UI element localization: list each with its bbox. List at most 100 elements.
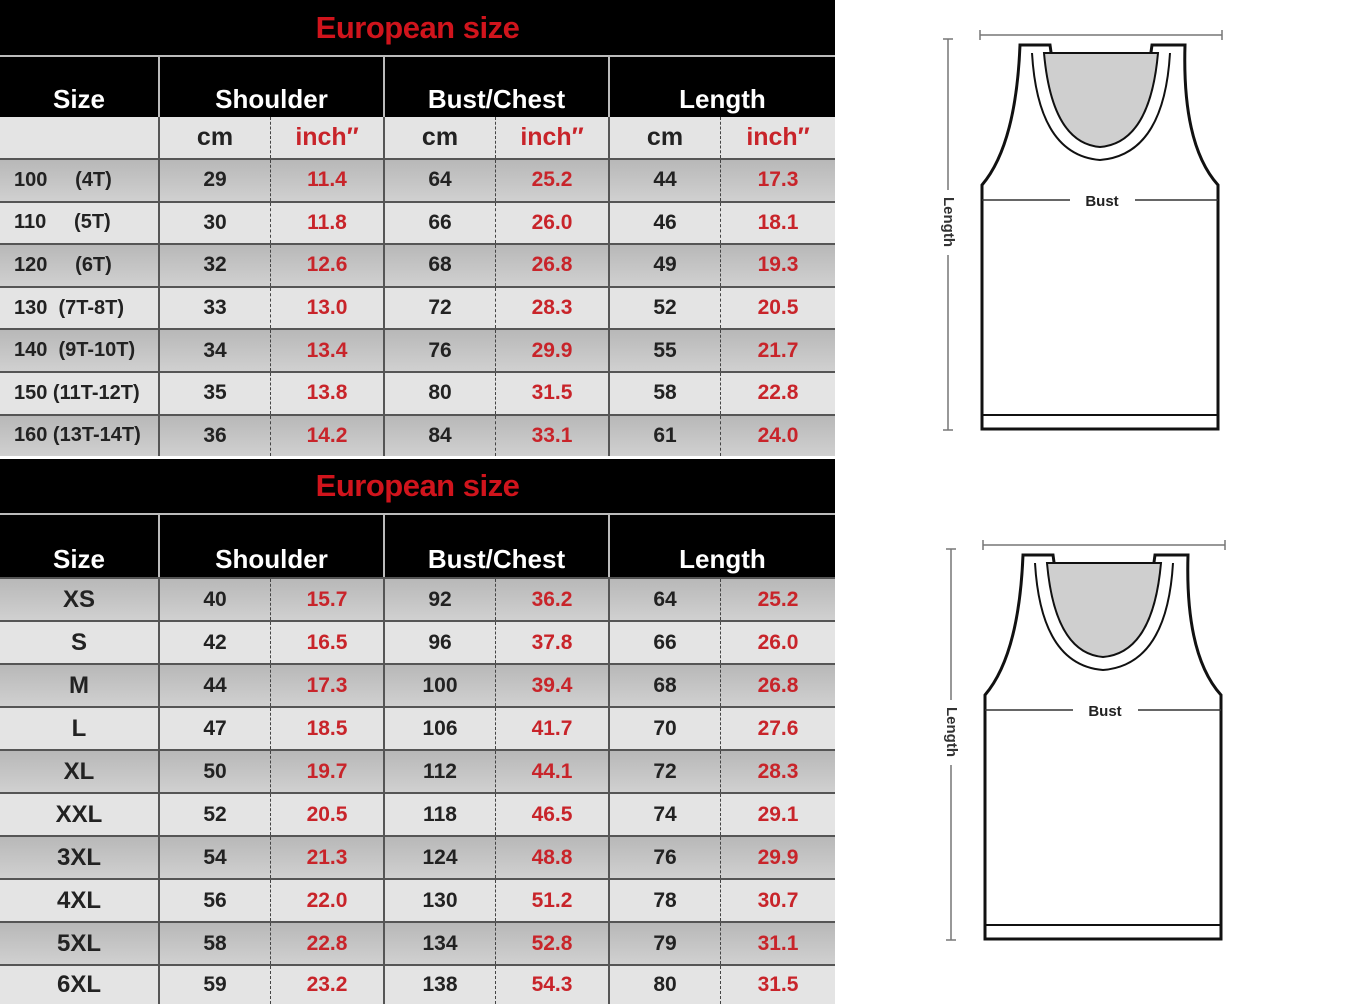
- cm-cell: 80: [383, 372, 495, 414]
- inch-cell: 21.3: [270, 837, 383, 878]
- table-row: 5XL 58 22.8 134 52.8 79 31.1: [0, 921, 835, 964]
- length-label: Length: [940, 197, 957, 247]
- inch-cell: 29.9: [495, 330, 608, 371]
- cm-cell: 70: [608, 708, 720, 749]
- cm-cell: 40: [158, 579, 270, 620]
- size-cell: 140 (9T-10T): [14, 339, 136, 362]
- header-length: Length: [608, 515, 835, 577]
- table-row: 160 (13T-14T) 36 14.2 84 33.1 61 24.0: [0, 413, 835, 457]
- cm-cell: 76: [383, 330, 495, 371]
- cm-cell: 74: [608, 794, 720, 835]
- inch-cell: 22.0: [270, 880, 383, 921]
- cm-cell: 44: [608, 160, 720, 201]
- unit-row: cm inch″ cm inch″ cm inch″: [0, 117, 835, 158]
- cm-cell: 59: [158, 966, 270, 1004]
- inch-cell: 16.5: [270, 622, 383, 663]
- table-row: M 44 17.3 100 39.4 68 26.8: [0, 663, 835, 706]
- inch-cell: 11.8: [270, 202, 383, 244]
- size-cell: 6XL: [56, 971, 101, 998]
- cm-cell: 124: [383, 837, 495, 878]
- cm-cell: 32: [158, 245, 270, 286]
- blank-cell: [0, 117, 158, 158]
- neckline-trim: [1031, 52, 1171, 162]
- inch-cell: 23.2: [270, 966, 383, 1004]
- header-size: Size: [52, 84, 106, 114]
- inch-cell: 26.0: [720, 622, 835, 663]
- inch-cell: 19.3: [720, 245, 835, 286]
- cm-cell: 64: [608, 579, 720, 620]
- label-bg: [940, 190, 956, 255]
- inch-cell: 54.3: [495, 966, 608, 1004]
- label-bg: [943, 700, 959, 765]
- inch-cell: 29.1: [720, 794, 835, 835]
- inch-cell: 31.5: [495, 372, 608, 414]
- size-cell: 130 (7T-8T): [14, 296, 125, 319]
- inch-cell: 26.0: [495, 202, 608, 244]
- unit-inch: inch″: [720, 117, 835, 158]
- cm-cell: 84: [383, 415, 495, 457]
- cm-cell: 112: [383, 751, 495, 792]
- size-cell: M: [69, 671, 89, 699]
- size-cell: 3XL: [56, 843, 101, 871]
- cm-cell: 33: [158, 287, 270, 329]
- header-size: Size: [52, 544, 106, 574]
- unit-inch: inch″: [270, 117, 383, 158]
- cm-cell: 72: [383, 287, 495, 329]
- table-row: XS 40 15.7 92 36.2 64 25.2: [0, 577, 835, 620]
- cm-cell: 44: [158, 665, 270, 706]
- cm-cell: 54: [158, 837, 270, 878]
- inch-cell: 39.4: [495, 665, 608, 706]
- inch-cell: 13.4: [270, 330, 383, 371]
- adult-size-table: European size Size Shoulder Bust/Chest L…: [0, 459, 835, 1004]
- inch-cell: 22.8: [720, 372, 835, 414]
- unit-cm: cm: [158, 117, 270, 158]
- inch-cell: 18.5: [270, 708, 383, 749]
- header-bust: Bust/Chest: [383, 57, 608, 117]
- table-row: L 47 18.5 106 41.7 70 27.6: [0, 706, 835, 749]
- inch-cell: 18.1: [720, 202, 835, 244]
- size-cell: 4XL: [56, 886, 101, 914]
- inch-cell: 41.7: [495, 708, 608, 749]
- inch-cell: 24.0: [720, 415, 835, 457]
- inch-cell: 30.7: [720, 880, 835, 921]
- inch-cell: 31.5: [720, 966, 835, 1004]
- inch-cell: 26.8: [495, 245, 608, 286]
- inch-cell: 13.0: [270, 287, 383, 329]
- cm-cell: 36: [158, 415, 270, 457]
- cm-cell: 66: [608, 622, 720, 663]
- inch-cell: 51.2: [495, 880, 608, 921]
- cm-cell: 66: [383, 202, 495, 244]
- inch-cell: 46.5: [495, 794, 608, 835]
- cm-cell: 76: [608, 837, 720, 878]
- size-cell: L: [71, 714, 87, 742]
- table-title: European size: [0, 459, 835, 513]
- cm-cell: 50: [158, 751, 270, 792]
- tank-top-diagram: Length Bust: [940, 30, 1223, 431]
- cm-cell: 64: [383, 160, 495, 201]
- inch-cell: 31.1: [720, 923, 835, 964]
- cm-cell: 55: [608, 330, 720, 371]
- bust-label: Bust: [1088, 703, 1121, 720]
- header-row: Size Shoulder Bust/Chest Length: [0, 513, 835, 577]
- kids-size-table: European size Size Shoulder Bust/Chest L…: [0, 0, 835, 457]
- table-row: XL 50 19.7 112 44.1 72 28.3: [0, 749, 835, 792]
- inch-cell: 13.8: [270, 372, 383, 414]
- size-cell: S: [70, 628, 87, 656]
- size-cell: 100 (4T): [14, 168, 112, 191]
- cm-cell: 46: [608, 202, 720, 244]
- inch-cell: 29.9: [720, 837, 835, 878]
- cm-cell: 96: [383, 622, 495, 663]
- cm-cell: 100: [383, 665, 495, 706]
- size-cell: 160 (13T-14T): [14, 424, 141, 447]
- unit-inch: inch″: [495, 117, 608, 158]
- size-cell: XXL: [55, 800, 103, 828]
- table-row: S 42 16.5 96 37.8 66 26.0: [0, 620, 835, 663]
- table-row: 6XL 59 23.2 138 54.3 80 31.5: [0, 964, 835, 1004]
- inch-cell: 26.8: [720, 665, 835, 706]
- size-cell: XS: [62, 585, 95, 613]
- table-row: 3XL 54 21.3 124 48.8 76 29.9: [0, 835, 835, 878]
- inch-cell: 25.2: [495, 160, 608, 201]
- cm-cell: 106: [383, 708, 495, 749]
- inch-cell: 22.8: [270, 923, 383, 964]
- cm-cell: 78: [608, 880, 720, 921]
